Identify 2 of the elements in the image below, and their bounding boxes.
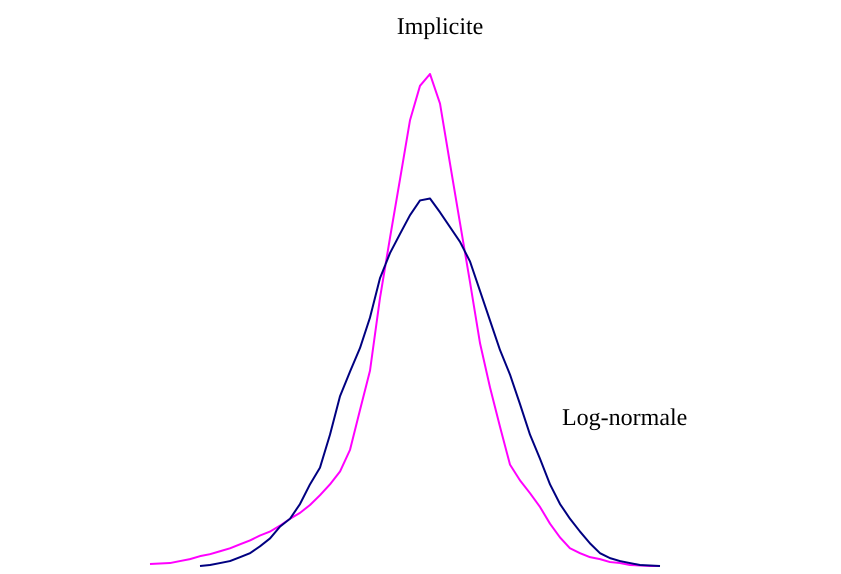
series-label: Log-normale <box>562 405 688 432</box>
series-label: Implicite <box>396 14 484 40</box>
